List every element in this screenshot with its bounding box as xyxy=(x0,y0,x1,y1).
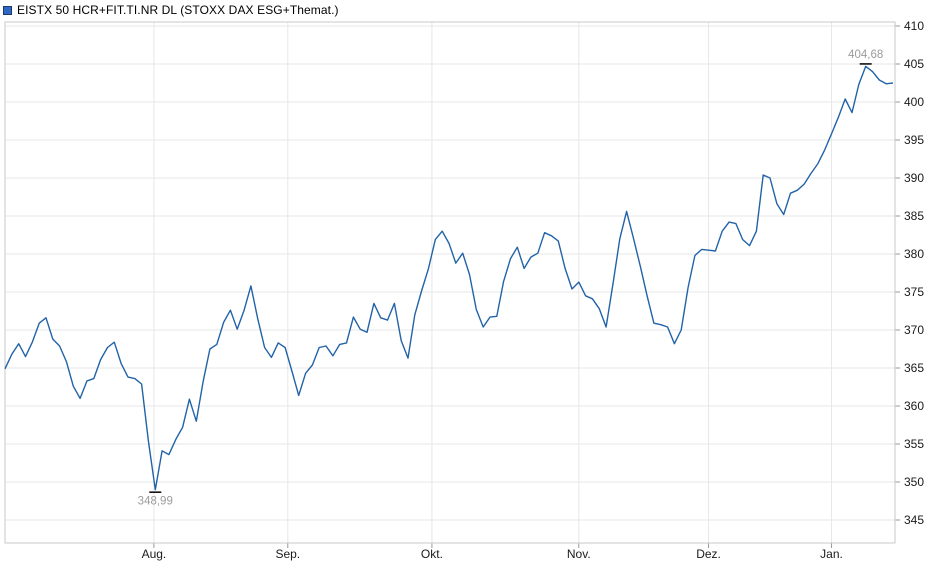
y-axis-label: 375 xyxy=(904,285,924,299)
y-axis-label: 360 xyxy=(904,399,924,413)
chart-title: EISTX 50 HCR+FIT.TI.NR DL (STOXX DAX ESG… xyxy=(17,3,339,17)
high-annotation: 404,68 xyxy=(848,49,883,61)
y-axis-label: 400 xyxy=(904,95,924,109)
y-axis-label: 385 xyxy=(904,209,924,223)
x-axis-label: Aug. xyxy=(142,547,167,561)
plot-frame xyxy=(4,21,896,544)
y-axis-label: 350 xyxy=(904,475,924,489)
x-axis-label: Jan. xyxy=(820,547,843,561)
y-axis-label: 370 xyxy=(904,323,924,337)
y-axis-label: 345 xyxy=(904,513,924,527)
x-axis-label: Nov. xyxy=(567,547,591,561)
y-axis-label: 395 xyxy=(904,133,924,147)
price-line xyxy=(4,65,894,491)
low-annotation: 348,99 xyxy=(138,496,173,508)
y-axis-label: 410 xyxy=(904,19,924,33)
chart-header: EISTX 50 HCR+FIT.TI.NR DL (STOXX DAX ESG… xyxy=(3,2,339,18)
x-axis-label: Sep. xyxy=(275,547,300,561)
x-axis-label: Okt. xyxy=(421,547,443,561)
y-axis-label: 390 xyxy=(904,171,924,185)
y-axis-label: 380 xyxy=(904,247,924,261)
series-legend-icon xyxy=(3,5,12,15)
y-axis-label: 405 xyxy=(904,57,924,71)
y-axis-label: 355 xyxy=(904,437,924,451)
y-axis-label: 365 xyxy=(904,361,924,375)
x-axis-label: Dez. xyxy=(696,547,721,561)
